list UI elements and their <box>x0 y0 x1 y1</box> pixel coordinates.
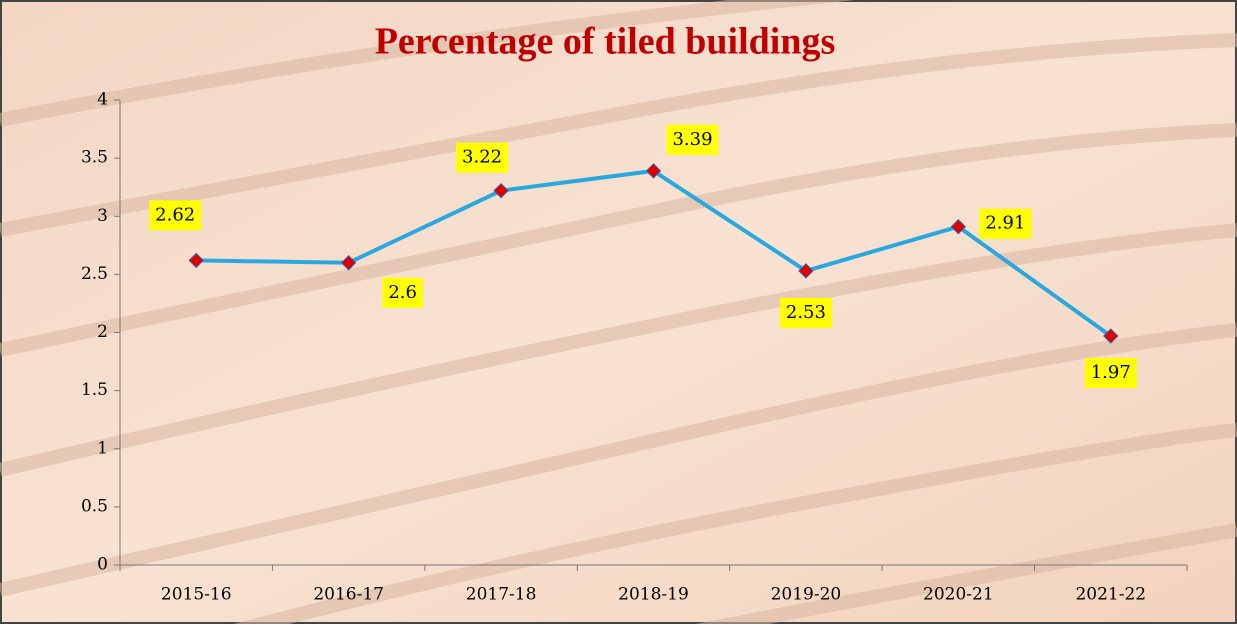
x-tick-label: 2015-16 <box>161 585 232 605</box>
value-label: 3.39 <box>672 129 712 150</box>
y-tick-label: 3.5 <box>81 148 108 168</box>
value-label: 2.91 <box>985 213 1025 234</box>
x-tick-label: 2020-21 <box>923 585 994 605</box>
x-tick-label: 2019-20 <box>771 585 842 605</box>
y-tick-label: 1.5 <box>81 380 108 400</box>
x-tick-label: 2018-19 <box>618 585 689 605</box>
y-tick-label: 2 <box>97 322 108 342</box>
value-label: 3.22 <box>462 147 502 168</box>
x-tick-label: 2017-18 <box>466 585 537 605</box>
x-tick-label: 2021-22 <box>1075 585 1146 605</box>
value-label: 2.53 <box>786 302 826 323</box>
y-tick-label: 0.5 <box>81 496 108 516</box>
value-label: 2.62 <box>155 204 195 225</box>
chart-title: Percentage of tiled buildings <box>375 21 836 63</box>
y-tick-label: 4 <box>97 90 108 110</box>
x-tick-label: 2016-17 <box>313 585 384 605</box>
y-tick-label: 2.5 <box>81 264 108 284</box>
y-tick-label: 1 <box>97 438 108 458</box>
y-tick-label: 0 <box>97 555 108 575</box>
value-label: 2.6 <box>388 282 417 303</box>
chart: Percentage of tiled buildings 0 0.5 1 1.5 2 2… <box>0 0 1237 624</box>
value-label: 1.97 <box>1091 362 1131 383</box>
y-tick-label: 3 <box>97 206 108 226</box>
